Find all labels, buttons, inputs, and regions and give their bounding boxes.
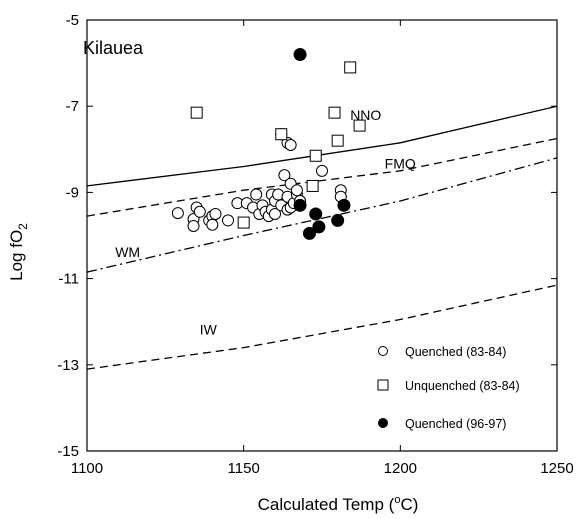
y-axis-title: Log fO2 bbox=[7, 223, 30, 281]
curve-label-nno: NNO bbox=[350, 107, 381, 123]
buffer-curve-labels: NNO FMQ WM IW bbox=[115, 107, 416, 338]
curve-wm bbox=[86, 157, 558, 273]
legend-item-unquenched-83-84: Unquenched (83-84) bbox=[377, 379, 520, 393]
x-tick-label: 1200 bbox=[384, 460, 417, 477]
point-quenched-83-84 bbox=[250, 188, 263, 201]
point-unquenched-83-84 bbox=[328, 106, 341, 119]
legend-label: Unquenched (83-84) bbox=[405, 379, 520, 393]
point-quenched-96-97 bbox=[312, 220, 326, 234]
x-axis-title: Calculated Temp (oC) bbox=[258, 494, 419, 514]
legend-item-quenched-83-84: Quenched (83-84) bbox=[378, 345, 506, 359]
buffer-curves bbox=[86, 105, 558, 370]
point-quenched-96-97 bbox=[293, 47, 307, 61]
point-quenched-83-84 bbox=[171, 207, 184, 220]
legend: Quenched (83-84) Unquenched (83-84) Quen… bbox=[377, 345, 520, 431]
point-quenched-83-84 bbox=[278, 169, 291, 182]
x-tick-label: 1100 bbox=[71, 460, 103, 477]
y-tick-label: -7 bbox=[66, 98, 79, 115]
point-quenched-83-84 bbox=[269, 207, 281, 220]
curve-label-iw: IW bbox=[200, 322, 218, 338]
x-tick-label: 1150 bbox=[228, 460, 260, 477]
point-quenched-83-84 bbox=[222, 214, 234, 227]
point-unquenched-83-84 bbox=[309, 149, 322, 162]
curve-fmq bbox=[86, 137, 558, 217]
point-quenched-83-84 bbox=[187, 220, 200, 233]
point-unquenched-83-84 bbox=[344, 61, 357, 74]
curve-label-wm: WM bbox=[115, 244, 140, 260]
point-quenched-83-84 bbox=[209, 207, 222, 220]
data-points bbox=[171, 47, 366, 240]
legend-label: Quenched (96-97) bbox=[405, 417, 506, 431]
point-quenched-83-84 bbox=[206, 218, 219, 231]
plot-area-frame bbox=[86, 19, 558, 452]
y-tick-label: -15 bbox=[57, 443, 79, 460]
chart-title: Kilauea bbox=[83, 38, 144, 58]
point-unquenched-83-84 bbox=[331, 134, 344, 147]
point-unquenched-83-84 bbox=[275, 128, 288, 141]
point-quenched-96-97 bbox=[293, 198, 307, 212]
y-tick-label: -13 bbox=[57, 357, 79, 374]
point-unquenched-83-84 bbox=[190, 106, 203, 119]
axis-ticks bbox=[86, 19, 558, 452]
y-tick-label: -11 bbox=[58, 271, 79, 288]
point-quenched-96-97 bbox=[337, 198, 351, 212]
curve-nno bbox=[86, 105, 558, 187]
axis-tick-labels: 1100 1150 1200 1250 -15 -13 -11 -9 -7 -5 bbox=[57, 12, 573, 477]
curve-label-fmq: FMQ bbox=[385, 156, 416, 172]
point-quenched-83-84 bbox=[193, 205, 206, 218]
point-quenched-96-97 bbox=[331, 213, 345, 227]
legend-item-quenched-96-97: Quenched (96-97) bbox=[378, 417, 506, 431]
point-quenched-96-97 bbox=[302, 226, 316, 240]
y-tick-label: -5 bbox=[66, 12, 79, 29]
legend-marker-open-square bbox=[377, 379, 389, 391]
point-quenched-83-84 bbox=[284, 138, 297, 151]
point-unquenched-83-84 bbox=[353, 119, 366, 132]
curve-iw bbox=[86, 284, 558, 370]
point-quenched-83-84 bbox=[290, 184, 303, 197]
point-quenched-96-97 bbox=[309, 207, 323, 221]
point-unquenched-83-84 bbox=[237, 216, 250, 229]
y-tick-label: -9 bbox=[66, 184, 79, 201]
legend-marker-filled-circle bbox=[378, 418, 388, 428]
legend-label: Quenched (83-84) bbox=[405, 345, 506, 359]
point-quenched-83-84 bbox=[316, 164, 328, 177]
legend-marker-open-circle bbox=[378, 346, 388, 356]
x-tick-label: 1250 bbox=[540, 460, 573, 477]
point-unquenched-83-84 bbox=[306, 179, 319, 192]
